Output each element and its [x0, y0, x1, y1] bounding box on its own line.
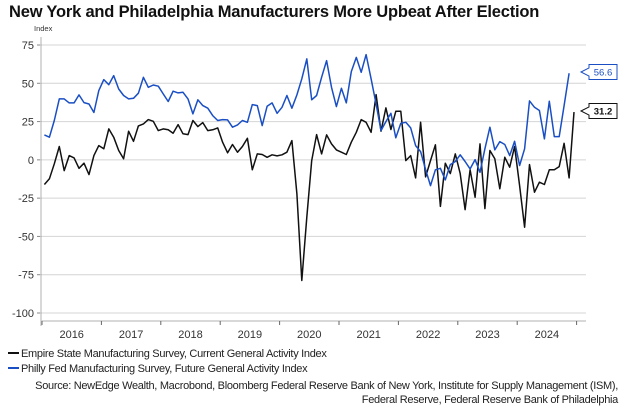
- x-tick-label: 2016: [59, 329, 83, 340]
- end-label-empire-state: 31.2: [579, 103, 618, 119]
- y-tick-label: 50: [22, 78, 34, 90]
- legend-label-empire-state: Empire State Manufacturing Survey, Curre…: [21, 348, 327, 360]
- x-tick-label: 2024: [535, 329, 559, 340]
- legend-swatch-philly-fed: [8, 367, 19, 370]
- x-tick-label: 2017: [119, 329, 143, 340]
- y-tick-label: -100: [12, 308, 34, 320]
- x-tick-label: 2020: [297, 329, 321, 340]
- end-label-philly-fed: 56.6: [579, 64, 618, 80]
- y-axis-label: Index: [34, 24, 53, 33]
- y-tick-label: -50: [18, 231, 34, 243]
- source-note-line1: Source: NewEdge Wealth, Macrobond, Bloom…: [35, 380, 618, 392]
- y-tick-label: -25: [18, 193, 34, 205]
- end-label-box: [579, 64, 618, 80]
- source-note-line2: Federal Reserve, Federal Reserve Bank of…: [361, 394, 619, 406]
- x-tick-label: 2023: [475, 329, 499, 340]
- y-tick-label: 75: [22, 40, 34, 52]
- end-label-value: 31.2: [594, 107, 613, 118]
- series-line-philly-fed: [44, 53, 570, 187]
- legend-label-philly-fed: Philly Fed Manufacturing Survey, Future …: [21, 363, 308, 375]
- chart-title: New York and Philadelphia Manufacturers …: [9, 3, 540, 21]
- legend-item-empire-state: Empire State Manufacturing Survey, Curre…: [8, 348, 327, 360]
- end-label-box: [579, 103, 618, 119]
- legend-swatch-empire-state: [8, 352, 19, 355]
- series-line-empire-state: [43, 93, 575, 282]
- end-value-labels: 31.2 56.6: [579, 64, 618, 119]
- legend-item-philly-fed: Philly Fed Manufacturing Survey, Future …: [8, 363, 308, 375]
- x-tick-label: 2018: [178, 329, 202, 340]
- x-tick-label: 2021: [356, 329, 380, 340]
- x-tick-label: 2019: [238, 329, 262, 340]
- x-tick-label: 2022: [416, 329, 440, 340]
- y-tick-label: 0: [28, 155, 34, 167]
- gridlines: [42, 44, 586, 314]
- y-tick-label: -75: [18, 270, 34, 282]
- y-tick-label: 25: [22, 117, 34, 129]
- end-label-value: 56.6: [594, 68, 613, 79]
- series-lines: [43, 53, 575, 282]
